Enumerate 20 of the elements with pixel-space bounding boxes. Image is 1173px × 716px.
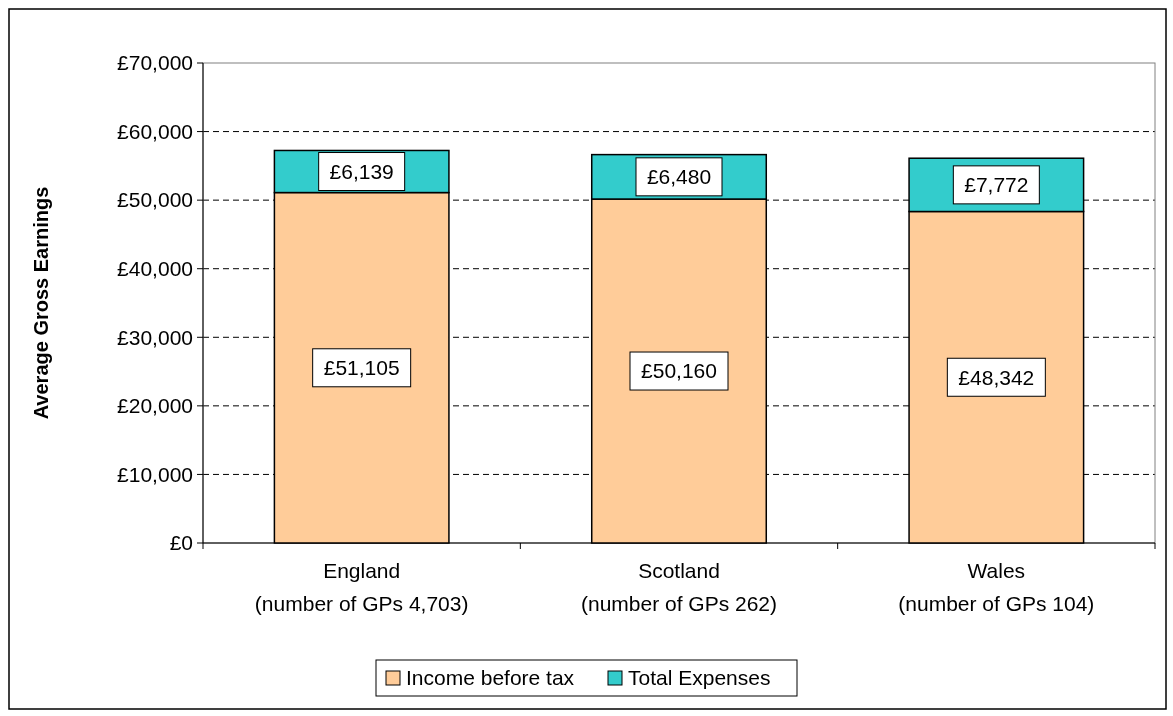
- y-tick-label: £40,000: [117, 257, 193, 281]
- y-tick-label: £20,000: [117, 394, 193, 418]
- y-tick-label: £10,000: [117, 462, 193, 486]
- data-label: £6,480: [646, 165, 712, 189]
- legend-label: Total Expenses: [628, 666, 771, 690]
- x-tick-label: Scotland (number of GPs 262): [580, 559, 778, 615]
- x-tick-label: Wales (number of GPs 104): [898, 559, 1095, 615]
- data-label: £6,139: [329, 159, 394, 183]
- x-tick-label: England (number of GPs 4,703): [254, 559, 469, 615]
- y-tick-label: £50,000: [117, 188, 193, 212]
- y-tick-label: £30,000: [117, 325, 193, 349]
- y-tick-label: £60,000: [117, 119, 193, 143]
- y-tick-label: £70,000: [117, 51, 193, 75]
- legend-label: Income before tax: [406, 666, 575, 690]
- data-label: £50,160: [641, 359, 717, 383]
- y-axis-title: Average Gross Earnings: [30, 186, 52, 420]
- y-tick-label: £0: [169, 531, 193, 555]
- data-label: £7,772: [964, 173, 1029, 197]
- data-label: £51,105: [323, 356, 400, 380]
- data-label: £48,342: [958, 365, 1035, 389]
